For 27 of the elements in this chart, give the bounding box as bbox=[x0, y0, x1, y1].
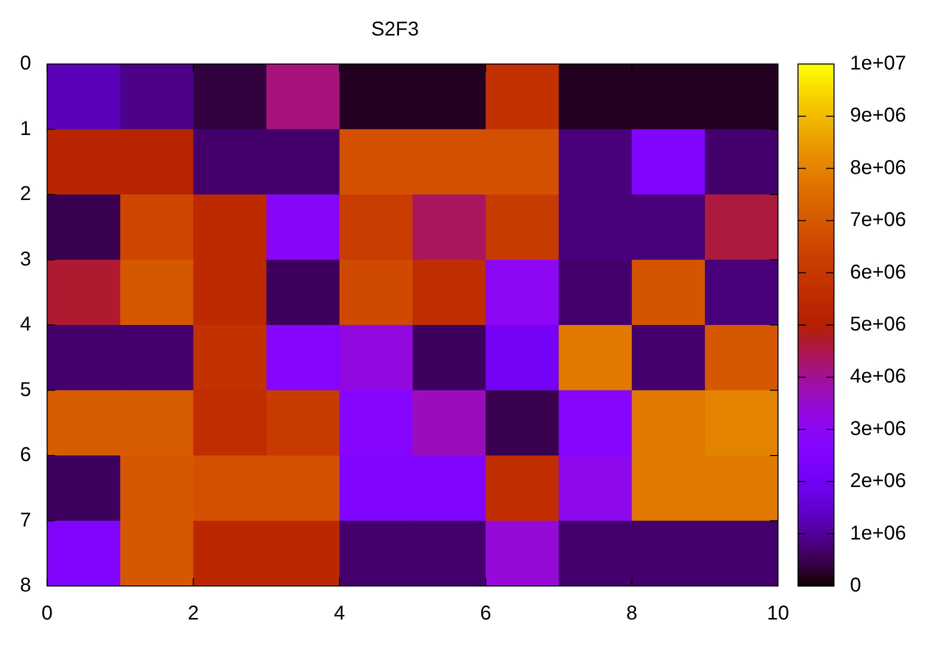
y-tick-label: 0 bbox=[20, 52, 32, 75]
color-bar-label: 4e+06 bbox=[850, 366, 906, 388]
y-tick-label: 8 bbox=[20, 574, 32, 597]
y-tick-label: 2 bbox=[20, 183, 32, 206]
y-tick-label: 7 bbox=[20, 509, 32, 532]
x-tick-label: 4 bbox=[334, 602, 346, 625]
color-bar-label: 1e+07 bbox=[850, 52, 906, 75]
chart-title: S2F3 bbox=[371, 18, 419, 41]
x-tick-label: 2 bbox=[188, 602, 199, 625]
color-bar-label: 9e+06 bbox=[850, 104, 906, 127]
x-tick-label: 0 bbox=[42, 602, 53, 625]
y-tick-label: 5 bbox=[20, 378, 32, 401]
color-bar-label: 7e+06 bbox=[850, 209, 906, 232]
y-tick-label: 1 bbox=[20, 118, 32, 140]
color-bar-label: 6e+06 bbox=[850, 261, 906, 284]
y-tick-label: 3 bbox=[20, 248, 32, 270]
x-tick-label: 6 bbox=[480, 602, 492, 625]
x-tick-label: 8 bbox=[626, 602, 638, 625]
y-tick-label: 4 bbox=[20, 314, 32, 336]
color-bar-label: 0 bbox=[850, 574, 862, 597]
color-bar-label: 5e+06 bbox=[850, 314, 906, 336]
y-tick-label: 6 bbox=[20, 444, 32, 466]
color-bar-label: 8e+06 bbox=[850, 156, 906, 179]
color-bar-label: 1e+06 bbox=[850, 522, 906, 544]
color-bar-label: 3e+06 bbox=[850, 418, 906, 440]
x-tick-label: 10 bbox=[766, 602, 790, 625]
color-bar-label: 2e+06 bbox=[850, 470, 906, 492]
